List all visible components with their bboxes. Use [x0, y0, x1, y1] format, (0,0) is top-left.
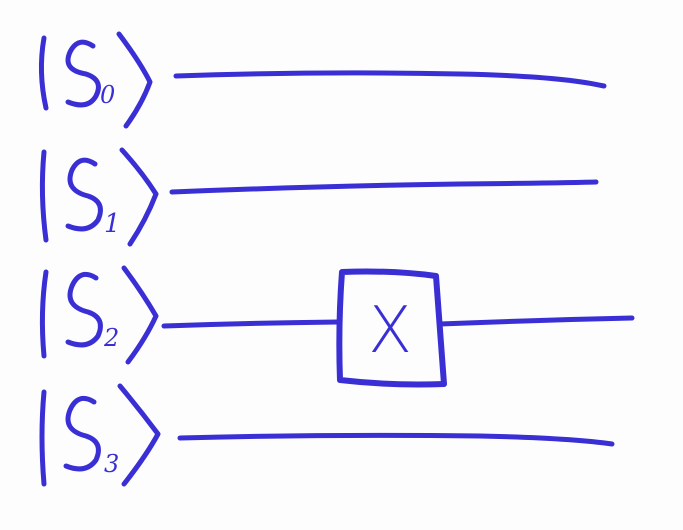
x-gate: X: [336, 268, 447, 388]
ket-left-bar-1: [39, 149, 49, 243]
qubit-row-3: 3: [39, 383, 615, 487]
ket-left-bar-0: [38, 35, 49, 111]
qubit-row-1: 1: [39, 147, 599, 247]
ket-glyph-s-2: [65, 271, 103, 348]
wire-0: [173, 70, 607, 89]
ket-right-angle-0: [116, 31, 153, 129]
wire-2-right: [437, 315, 635, 327]
ket-subscript-1: 1: [104, 209, 121, 239]
wire-1: [169, 179, 599, 195]
wire-2-left: [161, 319, 341, 329]
wire-3: [177, 432, 615, 447]
ket-left-bar-2: [39, 269, 49, 359]
ket-glyph-s-0: [65, 39, 101, 108]
ket-subscript-2: 2: [103, 324, 119, 352]
ket-right-angle-2: [121, 265, 159, 365]
ket-subscript-3: 3: [104, 450, 119, 478]
ket-right-angle-3: [117, 383, 161, 487]
qubit-row-0: 0: [38, 31, 607, 129]
ket-glyph-s-1: [65, 157, 103, 232]
ket-subscript-0: 0: [100, 81, 115, 109]
x-gate-box: [336, 268, 447, 388]
ket-left-bar-3: [39, 389, 47, 487]
ket-glyph-s-3: [63, 395, 101, 472]
ket-right-angle-1: [119, 147, 159, 247]
qubit-row-2: 2 X: [39, 265, 635, 388]
x-gate-label: X: [368, 294, 412, 368]
